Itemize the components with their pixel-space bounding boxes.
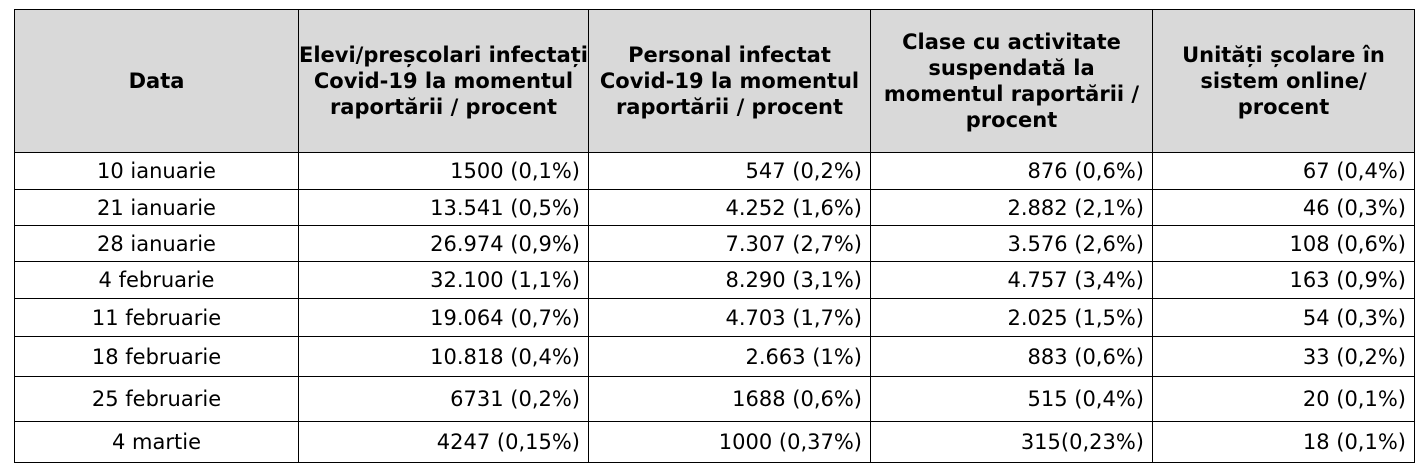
- staff-cell: 2.663 (1%): [588, 336, 871, 377]
- students-cell: 1500 (0,1%): [298, 152, 589, 190]
- students-cell: 4247 (0,15%): [298, 421, 589, 463]
- table-row: 10 ianuarie 1500 (0,1%) 547 (0,2%) 876 (…: [14, 152, 1415, 190]
- students-cell: 13.541 (0,5%): [298, 189, 589, 226]
- table-row: 11 februarie 19.064 (0,7%) 4.703 (1,7%) …: [14, 298, 1415, 337]
- classes-cell: 2.025 (1,5%): [870, 298, 1153, 337]
- date-cell: 28 ianuarie: [14, 225, 299, 262]
- date-cell: 25 februarie: [14, 376, 299, 422]
- table-row: 28 ianuarie 26.974 (0,9%) 7.307 (2,7%) 3…: [14, 225, 1415, 262]
- table-row: 21 ianuarie 13.541 (0,5%) 4.252 (1,6%) 2…: [14, 189, 1415, 226]
- online-schools-cell: 18 (0,1%): [1152, 421, 1415, 463]
- date-cell: 18 februarie: [14, 336, 299, 377]
- table-row: 4 februarie 32.100 (1,1%) 8.290 (3,1%) 4…: [14, 261, 1415, 299]
- date-cell: 4 februarie: [14, 261, 299, 299]
- online-schools-cell: 46 (0,3%): [1152, 189, 1415, 226]
- table-header-row: Data Elevi/preșcolari infectați Covid-19…: [14, 9, 1415, 153]
- date-cell: 11 februarie: [14, 298, 299, 337]
- table-row: 18 februarie 10.818 (0,4%) 2.663 (1%) 88…: [14, 336, 1415, 377]
- classes-cell: 4.757 (3,4%): [870, 261, 1153, 299]
- date-cell: 4 martie: [14, 421, 299, 463]
- table-row: 25 februarie 6731 (0,2%) 1688 (0,6%) 515…: [14, 376, 1415, 422]
- header-infected-staff: Personal infectat Covid-19 la momentul r…: [588, 9, 871, 153]
- staff-cell: 8.290 (3,1%): [588, 261, 871, 299]
- classes-cell: 315(0,23%): [870, 421, 1153, 463]
- header-date: Data: [14, 9, 299, 153]
- staff-cell: 1688 (0,6%): [588, 376, 871, 422]
- students-cell: 6731 (0,2%): [298, 376, 589, 422]
- staff-cell: 547 (0,2%): [588, 152, 871, 190]
- classes-cell: 515 (0,4%): [870, 376, 1153, 422]
- online-schools-cell: 67 (0,4%): [1152, 152, 1415, 190]
- table-row: 4 martie 4247 (0,15%) 1000 (0,37%) 315(0…: [14, 421, 1415, 463]
- date-cell: 10 ianuarie: [14, 152, 299, 190]
- students-cell: 26.974 (0,9%): [298, 225, 589, 262]
- online-schools-cell: 54 (0,3%): [1152, 298, 1415, 337]
- students-cell: 10.818 (0,4%): [298, 336, 589, 377]
- classes-cell: 876 (0,6%): [870, 152, 1153, 190]
- online-schools-cell: 33 (0,2%): [1152, 336, 1415, 377]
- staff-cell: 4.252 (1,6%): [588, 189, 871, 226]
- covid-schools-table: Data Elevi/preșcolari infectați Covid-19…: [14, 9, 1415, 463]
- classes-cell: 883 (0,6%): [870, 336, 1153, 377]
- staff-cell: 7.307 (2,7%): [588, 225, 871, 262]
- header-online-schools: Unități școlare în sistem online/ procen…: [1152, 9, 1415, 153]
- header-suspended-classes: Clase cu activitate suspendată la moment…: [870, 9, 1153, 153]
- classes-cell: 2.882 (2,1%): [870, 189, 1153, 226]
- online-schools-cell: 163 (0,9%): [1152, 261, 1415, 299]
- staff-cell: 4.703 (1,7%): [588, 298, 871, 337]
- online-schools-cell: 108 (0,6%): [1152, 225, 1415, 262]
- staff-cell: 1000 (0,37%): [588, 421, 871, 463]
- students-cell: 19.064 (0,7%): [298, 298, 589, 337]
- date-cell: 21 ianuarie: [14, 189, 299, 226]
- students-cell: 32.100 (1,1%): [298, 261, 589, 299]
- classes-cell: 3.576 (2,6%): [870, 225, 1153, 262]
- online-schools-cell: 20 (0,1%): [1152, 376, 1415, 422]
- header-infected-students: Elevi/preșcolari infectați Covid-19 la m…: [298, 9, 589, 153]
